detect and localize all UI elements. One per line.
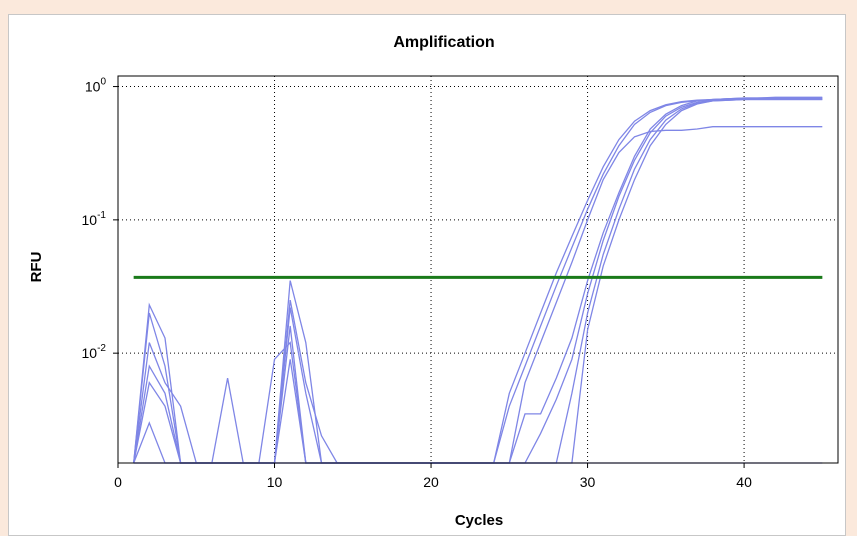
- series-line: [133, 97, 823, 464]
- x-axis-ticks: 0 10 20 30 40: [114, 463, 752, 490]
- series-line: [133, 98, 823, 464]
- series-line: [133, 97, 823, 464]
- amplification-chart: Amplification 0 10 20 30 40 100 10-1 10-2 Cycl…: [28, 34, 839, 529]
- x-tick-label: 20: [423, 474, 439, 490]
- x-tick-label: 0: [114, 474, 122, 490]
- series-line: [133, 126, 823, 464]
- y-axis-label: RFU: [28, 252, 45, 283]
- y-tick-label: 100: [85, 77, 107, 95]
- chart-frame: Amplification 0 10 20 30 40 100 10-1 10-2 Cycl…: [8, 14, 846, 536]
- x-tick-label: 30: [580, 474, 596, 490]
- y-tick-label: 10-2: [82, 343, 107, 361]
- chart-title: Amplification: [393, 34, 494, 51]
- y-tick-label: 10-1: [82, 210, 107, 228]
- series-line: [133, 98, 823, 464]
- x-tick-label: 40: [736, 474, 752, 490]
- plot-area: [117, 75, 839, 464]
- y-axis-ticks: 100 10-1 10-2: [82, 77, 118, 361]
- grid-lines: [118, 76, 838, 463]
- series-group: [133, 96, 823, 464]
- series-line: [133, 96, 823, 464]
- x-axis-label: Cycles: [455, 512, 503, 529]
- series-line: [133, 98, 823, 464]
- x-tick-label: 10: [267, 474, 283, 490]
